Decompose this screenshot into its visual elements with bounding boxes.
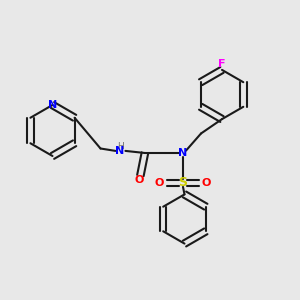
Text: O: O — [155, 178, 164, 188]
Text: H: H — [118, 142, 124, 151]
Text: S: S — [178, 176, 188, 190]
Text: N: N — [48, 100, 57, 110]
Text: F: F — [218, 59, 226, 69]
Text: N: N — [178, 148, 188, 158]
Text: O: O — [134, 175, 144, 185]
Text: N: N — [116, 146, 124, 156]
Text: O: O — [202, 178, 211, 188]
